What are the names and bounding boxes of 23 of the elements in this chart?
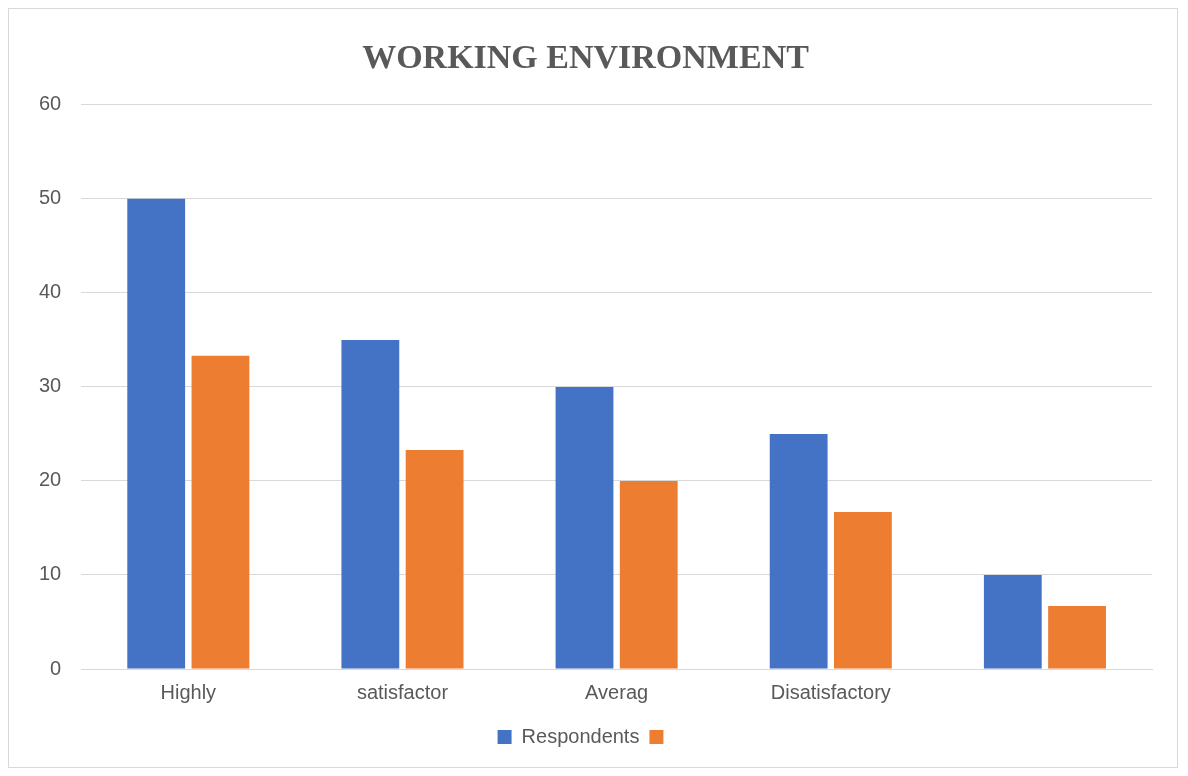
x-tick-label: Averag xyxy=(585,680,649,703)
chart-title: WORKING ENVIRONMENT xyxy=(362,38,810,76)
x-tick-label: satisfactor xyxy=(356,680,449,703)
y-tick-label: 50 xyxy=(39,186,62,209)
bar xyxy=(405,449,464,669)
x-tick-label: Disatisfactory xyxy=(770,680,891,703)
bar xyxy=(833,511,892,669)
y-tick-label: 0 xyxy=(50,656,62,679)
bar xyxy=(769,433,828,669)
y-tick-label: 10 xyxy=(39,562,62,585)
x-tick-label: Highly xyxy=(160,680,217,703)
y-tick-label: 20 xyxy=(39,468,62,491)
legend-label: Respondents xyxy=(521,724,640,747)
bar xyxy=(1048,606,1106,669)
y-tick-label: 40 xyxy=(39,280,62,303)
bar xyxy=(191,355,250,669)
y-tick-label: 60 xyxy=(39,92,62,115)
bar xyxy=(619,480,678,669)
bar xyxy=(555,386,614,669)
bar xyxy=(127,198,186,669)
bar xyxy=(341,339,400,669)
bar xyxy=(983,574,1042,669)
y-tick-label: 30 xyxy=(39,374,62,397)
